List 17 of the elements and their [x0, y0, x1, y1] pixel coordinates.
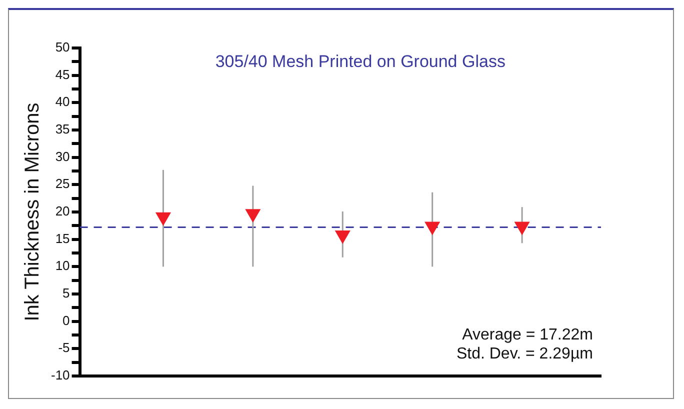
y-tick-label: 40	[55, 94, 70, 110]
y-tick-label: 50	[55, 40, 70, 55]
annotation: Std. Dev. = 2.29µm	[456, 345, 593, 362]
y-tick-label: 45	[55, 66, 70, 82]
y-tick-label: 15	[55, 230, 70, 246]
y-tick-label: 0	[62, 312, 70, 328]
y-tick-label: 10	[55, 258, 70, 274]
y-tick-label: 25	[55, 176, 70, 192]
y-tick-label: -5	[58, 340, 70, 356]
chart-title: 305/40 Mesh Printed on Ground Glass	[215, 52, 506, 72]
y-tick-label: 30	[55, 148, 70, 164]
annotation: Average = 17.22m	[462, 326, 593, 344]
y-tick-label: 35	[55, 122, 70, 137]
y-tick-label: -10	[50, 368, 70, 383]
y-axis-title: Ink Thickness in Microns	[22, 102, 44, 322]
y-tick-label: 20	[55, 204, 70, 219]
y-tick-label: 5	[62, 286, 70, 301]
